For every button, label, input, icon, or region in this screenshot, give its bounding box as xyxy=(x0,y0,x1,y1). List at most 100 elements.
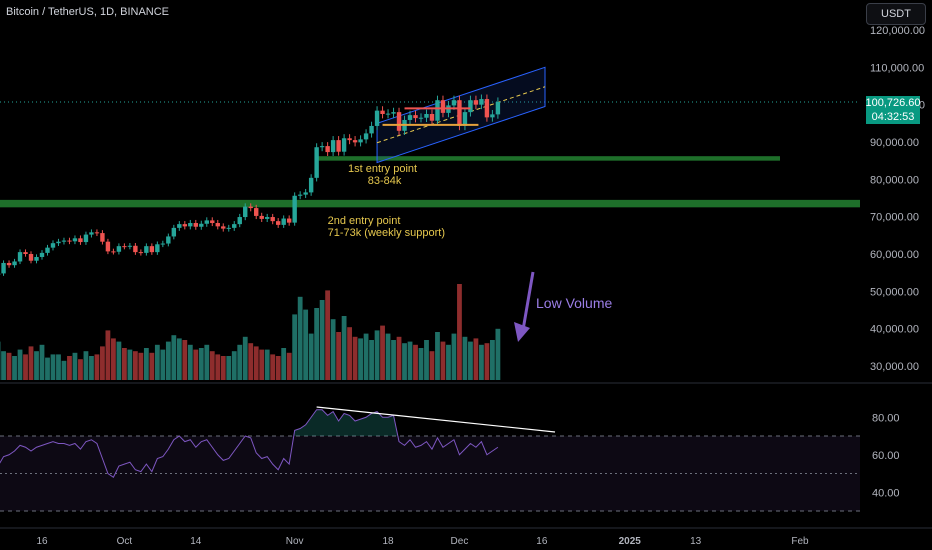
volume-bar xyxy=(160,349,166,380)
candle xyxy=(380,106,385,119)
candle-body xyxy=(462,112,468,126)
candle-body xyxy=(396,112,402,131)
candle xyxy=(6,260,12,268)
candle-body xyxy=(341,138,347,152)
candle xyxy=(116,243,122,255)
volume-bar xyxy=(182,340,188,380)
volume-bar xyxy=(429,351,435,380)
candle xyxy=(17,249,23,265)
annotation-entry-1: 1st entry point xyxy=(348,163,417,175)
volume-bar xyxy=(67,356,72,380)
candle xyxy=(341,134,347,156)
candle xyxy=(221,223,226,232)
candle-body xyxy=(61,240,67,242)
candle xyxy=(435,95,440,126)
candle xyxy=(149,243,155,255)
candle xyxy=(232,221,237,231)
volume-bar xyxy=(100,346,105,380)
candle xyxy=(407,110,413,125)
candle xyxy=(204,217,209,227)
candle xyxy=(396,107,402,135)
volume-bar xyxy=(111,338,116,380)
candle xyxy=(122,243,127,250)
volume-bar xyxy=(56,354,61,380)
candle xyxy=(479,94,484,110)
candle-body xyxy=(138,252,144,254)
volume-bar xyxy=(292,314,298,380)
candle-body xyxy=(127,245,133,247)
volume-bar xyxy=(253,346,259,380)
volume-bar xyxy=(198,348,204,380)
volume-bar xyxy=(435,332,440,380)
volume-bar xyxy=(336,332,342,380)
candle xyxy=(34,254,39,264)
candle xyxy=(177,221,182,231)
volume-bar xyxy=(226,356,232,380)
candle xyxy=(210,217,215,227)
volume-bar xyxy=(286,352,292,380)
volume-bar xyxy=(407,341,413,380)
candle xyxy=(83,231,89,245)
candle xyxy=(495,97,501,119)
volume-bar xyxy=(303,309,309,380)
candle xyxy=(160,240,166,248)
x-tick-label: 16 xyxy=(36,536,48,547)
candle-body xyxy=(144,246,149,253)
candle xyxy=(1,260,6,276)
volume-bar xyxy=(358,338,363,380)
rsi-divergence-line xyxy=(316,406,556,433)
volume-bar xyxy=(380,325,385,380)
candle-body xyxy=(155,244,160,253)
candle-body xyxy=(265,217,270,219)
low-volume-arrow-head xyxy=(514,322,530,342)
candle-body xyxy=(391,112,396,114)
candle xyxy=(418,113,424,123)
rsi-tick-label: 40.00 xyxy=(872,487,900,499)
candle xyxy=(286,215,292,226)
candle-body xyxy=(1,262,6,274)
candle-body xyxy=(17,252,23,262)
candle-body xyxy=(177,224,182,228)
candle xyxy=(72,235,78,245)
volume-bar xyxy=(330,319,336,380)
candle-body xyxy=(210,220,215,224)
candle-body xyxy=(429,114,435,121)
annotation-entry-2: 2nd entry point xyxy=(328,215,401,227)
y-tick-label: 120,000.00 xyxy=(870,25,925,37)
volume-bar xyxy=(231,351,237,380)
x-tick-label: 16 xyxy=(536,536,548,547)
rsi-line xyxy=(0,409,499,478)
y-tick-label: 50,000.00 xyxy=(870,286,919,298)
currency-selector[interactable]: USDT xyxy=(866,3,926,25)
x-tick-label: 18 xyxy=(382,536,394,547)
x-tick-label: Feb xyxy=(791,536,809,547)
candle xyxy=(292,192,297,226)
volume-bar xyxy=(363,333,369,380)
candle xyxy=(226,224,231,232)
candle xyxy=(138,249,144,256)
candle xyxy=(490,110,495,122)
candle-body xyxy=(468,100,473,113)
candle-body xyxy=(297,194,303,196)
candle xyxy=(243,203,248,221)
candle xyxy=(127,243,133,250)
candle-body xyxy=(204,220,209,224)
y-tick-label: 30,000.00 xyxy=(870,361,919,373)
candle-body xyxy=(473,100,479,105)
volume-bar xyxy=(418,348,424,380)
candle xyxy=(56,238,61,246)
candle xyxy=(336,136,341,156)
annotation-low-volume: Low Volume xyxy=(536,295,612,311)
candle xyxy=(67,237,72,245)
candle xyxy=(182,221,188,230)
candle-body xyxy=(352,140,358,143)
volume-bar xyxy=(495,328,501,380)
y-tick-label: 60,000.00 xyxy=(870,249,919,261)
candle-body xyxy=(45,247,50,253)
candle-body xyxy=(39,252,45,257)
candle-body xyxy=(275,221,281,225)
candle-body xyxy=(122,246,127,248)
candle xyxy=(358,135,363,147)
candle-body xyxy=(254,208,259,216)
